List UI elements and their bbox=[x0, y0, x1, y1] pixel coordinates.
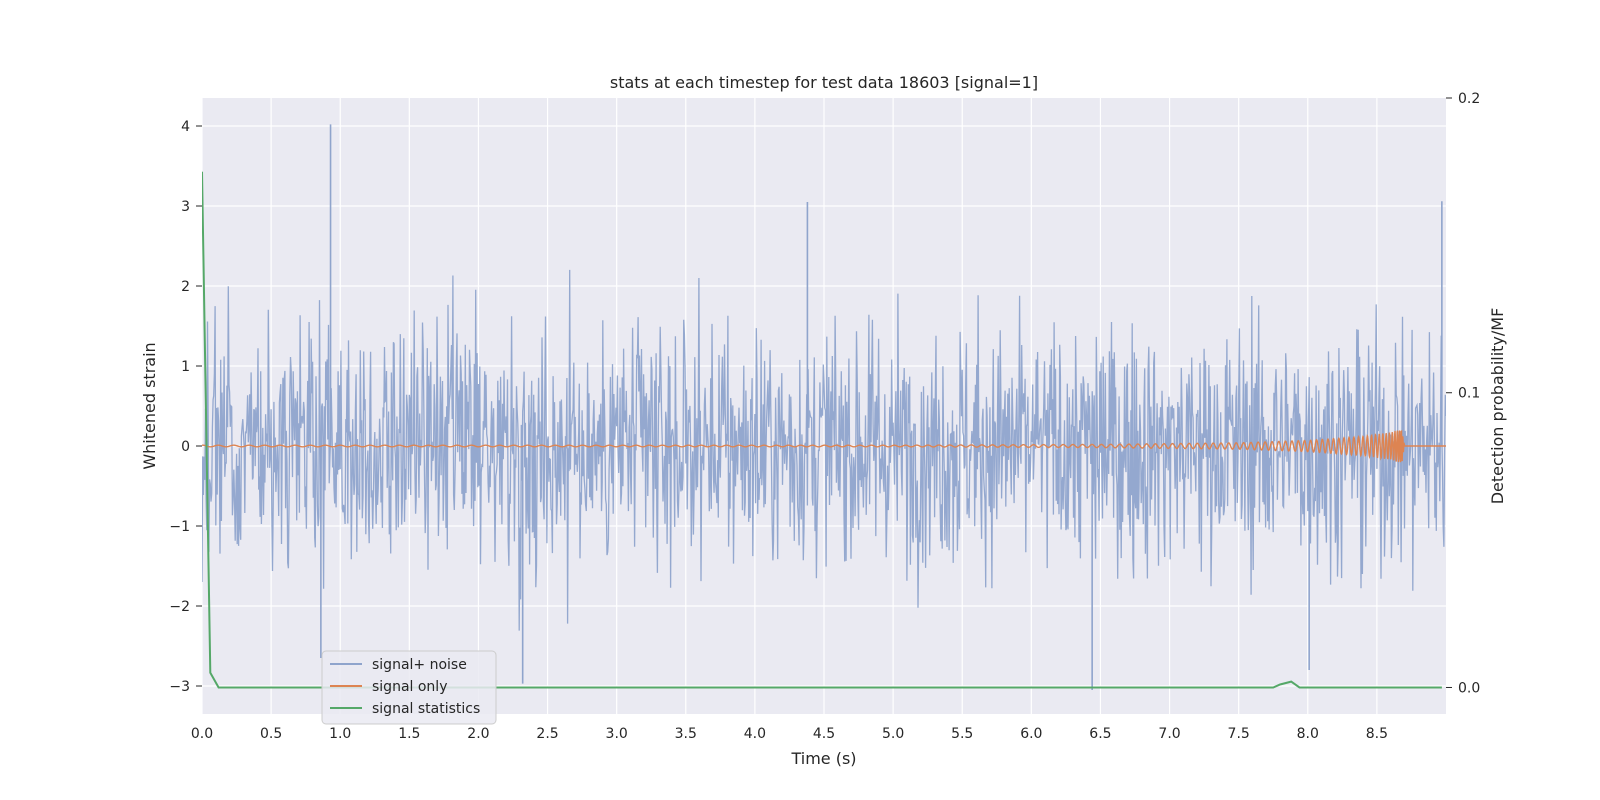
y-tick-label: −2 bbox=[169, 599, 190, 615]
x-tick-label: 5.5 bbox=[951, 726, 973, 742]
y2-tick-label: 0.1 bbox=[1458, 386, 1480, 402]
x-tick-label: 7.5 bbox=[1228, 726, 1250, 742]
x-tick-label: 2.5 bbox=[536, 726, 558, 742]
y2-tick-label: 0.0 bbox=[1458, 680, 1480, 696]
legend: signal+ noise signal only signal statist… bbox=[321, 650, 497, 725]
series-signal-only bbox=[202, 429, 1446, 463]
x-tick-label: 5.0 bbox=[882, 726, 904, 742]
y-axis-ticks: 4 3 2 1 0 −1 −2 −3 bbox=[169, 119, 202, 695]
x-tick-label: 4.0 bbox=[744, 726, 766, 742]
y-tick-label: 4 bbox=[181, 119, 190, 135]
x-tick-label: 4.5 bbox=[813, 726, 835, 742]
x-tick-label: 7.0 bbox=[1158, 726, 1180, 742]
x-tick-label: 2.0 bbox=[467, 726, 489, 742]
series-signal-noise bbox=[202, 269, 1446, 631]
legend-label-noise: signal+ noise bbox=[372, 657, 467, 673]
x-tick-label: 1.0 bbox=[329, 726, 351, 742]
plot-marks bbox=[202, 124, 1446, 690]
y2-axis-ticks: 0.2 0.1 0.0 bbox=[1446, 91, 1480, 696]
x-axis-label: Time (s) bbox=[790, 749, 856, 768]
x-tick-label: 6.0 bbox=[1020, 726, 1042, 742]
y2-tick-label: 0.2 bbox=[1458, 91, 1480, 107]
y-tick-label: 3 bbox=[181, 199, 190, 215]
y2-axis-label: Detection probability/MF bbox=[1488, 308, 1507, 505]
chart-title: stats at each timestep for test data 186… bbox=[610, 73, 1038, 92]
x-tick-label: 6.5 bbox=[1089, 726, 1111, 742]
x-tick-label: 3.5 bbox=[675, 726, 697, 742]
legend-box bbox=[321, 650, 497, 725]
legend-label-stats: signal statistics bbox=[372, 701, 480, 717]
x-tick-label: 8.5 bbox=[1366, 726, 1388, 742]
y-axis-label: Whitened strain bbox=[140, 342, 159, 469]
y-tick-label: 2 bbox=[181, 279, 190, 295]
legend-label-signal: signal only bbox=[372, 679, 447, 695]
y-tick-label: 0 bbox=[181, 439, 190, 455]
y-tick-label: 1 bbox=[181, 359, 190, 375]
y-tick-label: −1 bbox=[169, 519, 190, 535]
x-tick-label: 0.0 bbox=[191, 726, 213, 742]
series-signal-statistics bbox=[202, 171, 1442, 689]
x-tick-label: 0.5 bbox=[260, 726, 282, 742]
y-tick-label: −3 bbox=[169, 679, 190, 695]
x-tick-label: 1.5 bbox=[398, 726, 420, 742]
x-tick-label: 3.0 bbox=[606, 726, 628, 742]
x-axis-ticks: 0.0 0.5 1.0 1.5 2.0 2.5 3.0 3.5 4.0 4.5 5.0 5.5 6.0 6… bbox=[191, 726, 1388, 742]
x-tick-label: 8.0 bbox=[1297, 726, 1319, 742]
